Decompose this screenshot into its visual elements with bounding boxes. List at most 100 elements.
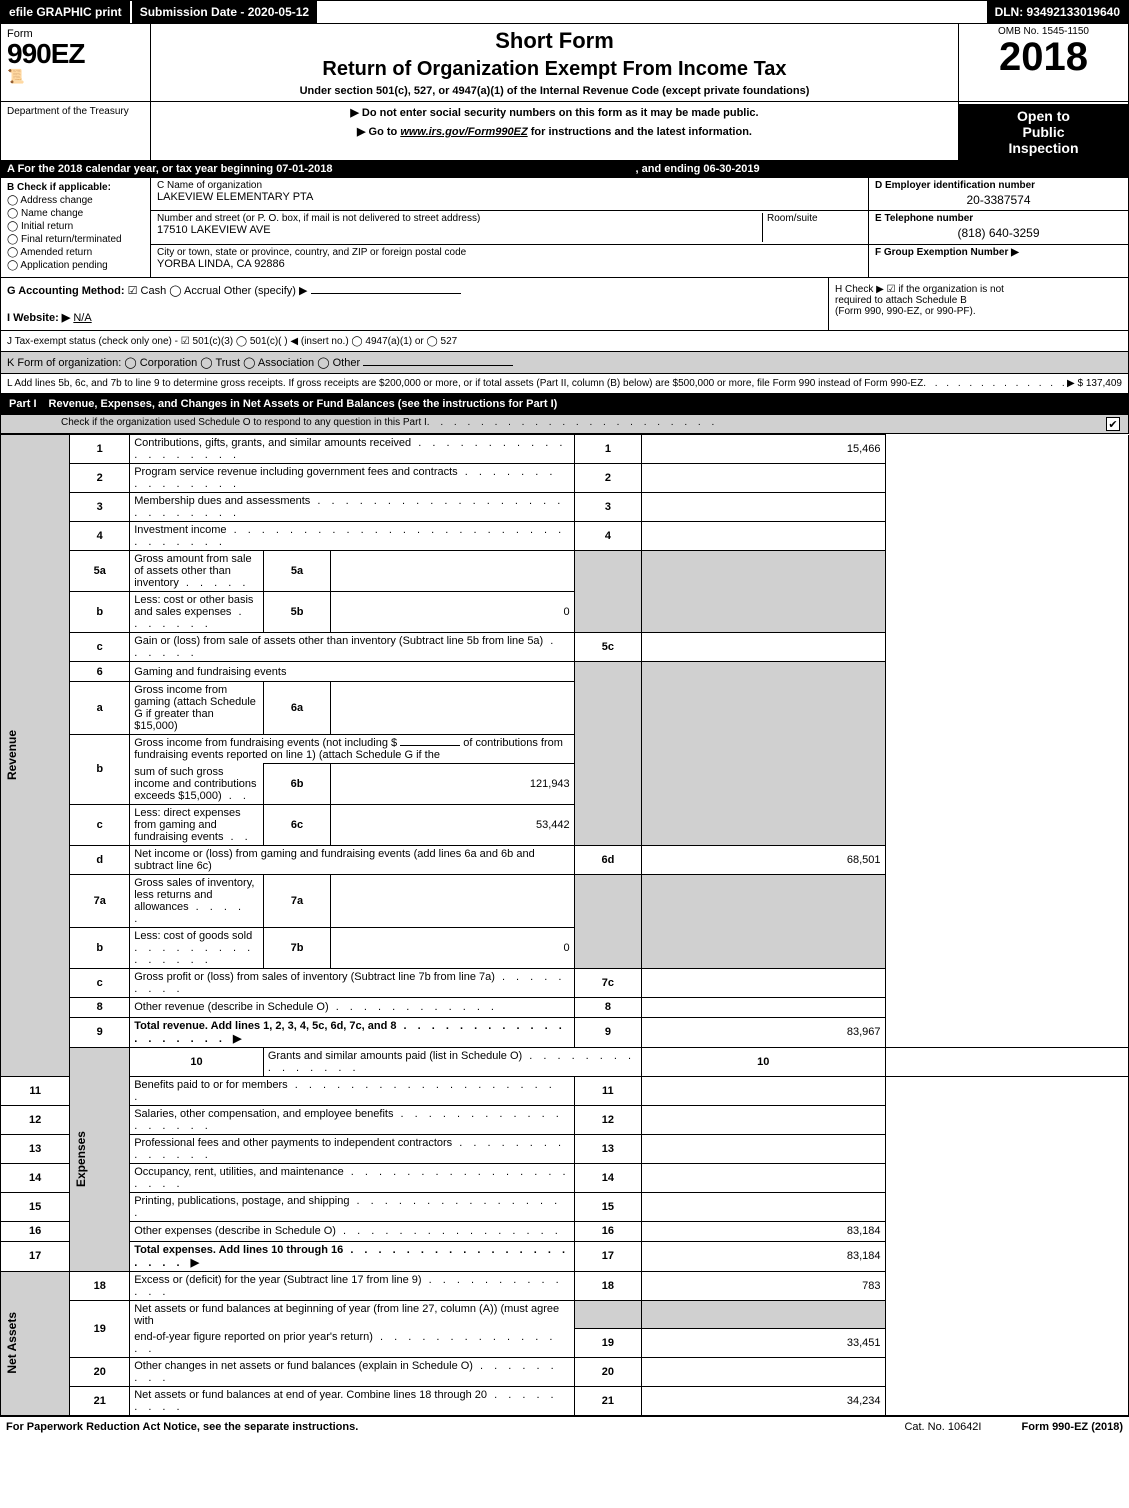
section-h: H Check ▶ ☑ if the organization is not r… (828, 278, 1128, 330)
sub-num: 6a (263, 682, 330, 735)
shaded-cell (642, 1300, 885, 1329)
shaded-cell (642, 551, 885, 633)
checkbox-initial-return[interactable]: ◯ Initial return (7, 221, 144, 232)
table-row: 16 Other expenses (describe in Schedule … (1, 1221, 1129, 1241)
other-method: Other (specify) ▶ (224, 285, 461, 297)
org-name-cell: C Name of organization LAKEVIEW ELEMENTA… (151, 178, 868, 211)
line-num: 20 (70, 1357, 130, 1386)
table-row: Revenue 1 Contributions, gifts, grants, … (1, 435, 1129, 464)
right-num: 17 (574, 1241, 641, 1271)
right-val: 34,234 (642, 1386, 885, 1415)
period-end: , and ending 06-30-2019 (636, 163, 760, 175)
org-name-label: C Name of organization (157, 180, 862, 191)
sub-num: 5b (263, 592, 330, 633)
table-row: 15 Printing, publications, postage, and … (1, 1192, 1129, 1221)
form-number: 990EZ (7, 40, 144, 68)
line-num: 8 (70, 997, 130, 1017)
checkbox-final-return[interactable]: ◯ Final return/terminated (7, 234, 144, 245)
right-num: 6d (574, 845, 641, 874)
line-num: a (70, 682, 130, 735)
line-desc: Other changes in net assets or fund bala… (130, 1357, 574, 1386)
line-num: 5a (70, 551, 130, 592)
checkbox-name-change[interactable]: ◯ Name change (7, 208, 144, 219)
sub-val: 0 (331, 592, 574, 633)
section-b: B Check if applicable: ◯ Address change … (1, 178, 151, 277)
section-k-text: K Form of organization: ◯ Corporation ◯ … (7, 357, 360, 369)
line-desc: Occupancy, rent, utilities, and maintena… (130, 1163, 574, 1192)
section-l-amount: ▶ $ 137,409 (1067, 378, 1122, 389)
city-label: City or town, state or province, country… (157, 247, 862, 258)
table-row: Net Assets 18 Excess or (deficit) for th… (1, 1271, 1129, 1300)
line-desc: Net assets or fund balances at beginning… (130, 1300, 574, 1329)
table-row: sum of such gross income and contributio… (1, 764, 1129, 805)
open-to-public-cell: Open to Public Inspection (958, 102, 1128, 160)
line-desc: sum of such gross income and contributio… (130, 764, 264, 805)
right-val (642, 464, 885, 493)
line-num: 13 (1, 1134, 70, 1163)
line-desc: Benefits paid to or for members . . . . … (130, 1076, 574, 1105)
right-val (642, 968, 885, 997)
part-1-table: Revenue 1 Contributions, gifts, grants, … (0, 434, 1129, 1416)
right-val (885, 1047, 1128, 1076)
instructions-center: ▶ Do not enter social security numbers o… (151, 102, 958, 160)
right-num: 5c (574, 633, 641, 662)
checkbox-address-change[interactable]: ◯ Address change (7, 195, 144, 206)
open-to-public: Open to Public Inspection (959, 104, 1128, 160)
shaded-cell (642, 874, 885, 968)
dots: . . . . . . . . . . . . . . . . . . . . … (923, 378, 1067, 389)
efile-label: efile GRAPHIC print (1, 1, 130, 23)
table-row: d Net income or (loss) from gaming and f… (1, 845, 1129, 874)
line-num: 6 (70, 662, 130, 682)
line-desc: Total revenue. Add lines 1, 2, 3, 4, 5c,… (130, 1017, 574, 1047)
schedule-o-checkbox[interactable]: ✔ (1106, 417, 1120, 431)
line-num: 7a (70, 874, 130, 927)
entity-block: B Check if applicable: ◯ Address change … (0, 178, 1129, 278)
line-num: d (70, 845, 130, 874)
line-num: b (70, 592, 130, 633)
checkbox-amended-return[interactable]: ◯ Amended return (7, 247, 144, 258)
sub-num: 6c (263, 804, 330, 845)
website-label: I Website: ▶ (7, 312, 70, 324)
goto-prefix: ▶ Go to (357, 126, 400, 138)
net-assets-side-label: Net Assets (1, 1271, 70, 1415)
opt-initial-return: Initial return (21, 221, 73, 232)
part-1-check-row: Check if the organization used Schedule … (0, 415, 1129, 434)
right-val: 68,501 (642, 845, 885, 874)
checkbox-application-pending[interactable]: ◯ Application pending (7, 260, 144, 271)
entity-right: D Employer identification number 20-3387… (868, 178, 1128, 277)
right-num: 2 (574, 464, 641, 493)
section-l: L Add lines 5b, 6c, and 7b to line 9 to … (0, 374, 1129, 394)
open-line2: Public (963, 124, 1124, 140)
section-k: K Form of organization: ◯ Corporation ◯ … (0, 352, 1129, 374)
line-num: 17 (1, 1241, 70, 1271)
right-num: 12 (574, 1105, 641, 1134)
shaded-cell (574, 662, 641, 846)
right-num: 4 (574, 522, 641, 551)
shaded-cell (574, 551, 641, 633)
department-label: Department of the Treasury (1, 102, 151, 160)
right-val (642, 493, 885, 522)
right-val: 15,466 (642, 435, 885, 464)
irs-link[interactable]: www.irs.gov/Form990EZ (400, 126, 527, 138)
line-desc: Less: cost of goods sold . . . . . . . .… (130, 927, 264, 968)
line-num: b (70, 927, 130, 968)
table-row: 13 Professional fees and other payments … (1, 1134, 1129, 1163)
line-desc: Salaries, other compensation, and employ… (130, 1105, 574, 1134)
right-val (642, 997, 885, 1017)
section-l-text: L Add lines 5b, 6c, and 7b to line 9 to … (7, 378, 923, 389)
instructions-row: Department of the Treasury ▶ Do not ente… (0, 102, 1129, 161)
line-desc: Other revenue (describe in Schedule O) .… (130, 997, 574, 1017)
section-b-header: B Check if applicable: (7, 182, 144, 193)
right-val (642, 1134, 885, 1163)
table-row: 4 Investment income . . . . . . . . . . … (1, 522, 1129, 551)
treasury-seal-icon: 📜 (7, 68, 144, 85)
line-desc: Less: direct expenses from gaming and fu… (130, 804, 264, 845)
part-1-header: Part I Revenue, Expenses, and Changes in… (0, 394, 1129, 415)
sub-val (331, 874, 574, 927)
right-val (642, 633, 885, 662)
line-desc: Contributions, gifts, grants, and simila… (130, 435, 574, 464)
right-num: 9 (574, 1017, 641, 1047)
accrual-checkbox[interactable]: ◯ Accrual (169, 285, 220, 297)
cash-checkbox[interactable]: ☑ Cash (128, 285, 167, 297)
section-g-h: G Accounting Method: ☑ Cash ◯ Accrual Ot… (0, 278, 1129, 331)
